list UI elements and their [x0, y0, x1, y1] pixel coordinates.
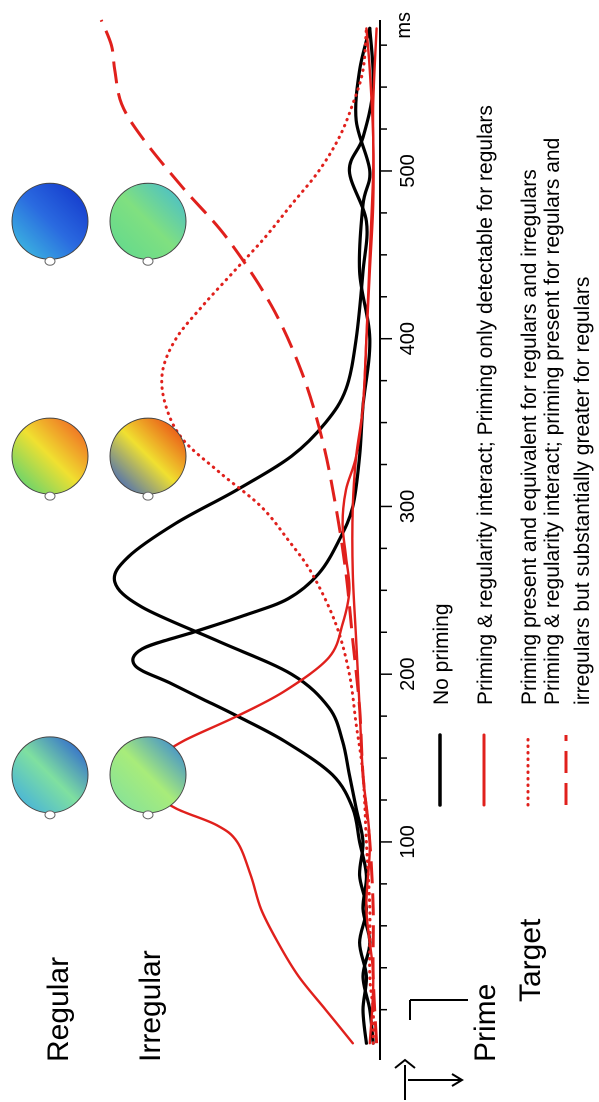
- prime-marker: [394, 1058, 464, 1100]
- topomap-irregular-140: [109, 736, 187, 814]
- nose-icon: [44, 256, 56, 266]
- series-line-2: [112, 26, 375, 1045]
- series-line-6: [99, 19, 379, 1044]
- tick-label-300: 300: [397, 490, 419, 523]
- tick-label-200: 200: [397, 658, 419, 691]
- row-label-irregular: Irregular: [134, 950, 167, 1062]
- prime-label: Prime: [469, 984, 502, 1062]
- nose-icon: [142, 810, 154, 820]
- tick-label-100: 100: [397, 825, 419, 858]
- x-axis-label: ms: [393, 12, 415, 39]
- legend-label-3: Priming present and equivalent for regul…: [518, 169, 541, 705]
- tick-layer: 100 200 300 400 500: [380, 44, 419, 1011]
- series-line-5: [160, 26, 375, 1045]
- topomap-irregular-470: [109, 182, 187, 260]
- target-marker: [409, 999, 468, 1020]
- tick-label-400: 400: [397, 322, 419, 355]
- topomap-regular-470: [11, 182, 89, 260]
- target-label: Target: [514, 918, 547, 1002]
- nose-icon: [44, 491, 56, 501]
- series-layer: [99, 19, 379, 1045]
- nose-icon: [44, 810, 56, 820]
- topomap-regular-140: [11, 736, 89, 814]
- legend-label-1: No priming: [430, 603, 453, 705]
- legend-label-2: Priming & regularity interact; Priming o…: [474, 105, 497, 705]
- nose-icon: [142, 256, 154, 266]
- series-line-3: [147, 27, 378, 1045]
- nose-icon: [142, 491, 154, 501]
- legend: No priming Priming & regularity interact;…: [430, 105, 594, 807]
- series-line-4: [351, 27, 375, 1045]
- topomap-layer: [11, 182, 187, 820]
- legend-label-4: Priming & regularity interact; priming p…: [541, 138, 564, 705]
- plot-area: 100 200 300 400 500: [99, 19, 419, 1060]
- row-label-regular: Regular: [42, 957, 75, 1062]
- topomap-regular-330: [11, 417, 89, 495]
- topomap-irregular-330: [109, 417, 187, 495]
- tick-label-500: 500: [397, 154, 419, 187]
- series-line-1: [131, 26, 375, 1045]
- legend-label-4: irregulars but substantially greater for…: [571, 277, 594, 705]
